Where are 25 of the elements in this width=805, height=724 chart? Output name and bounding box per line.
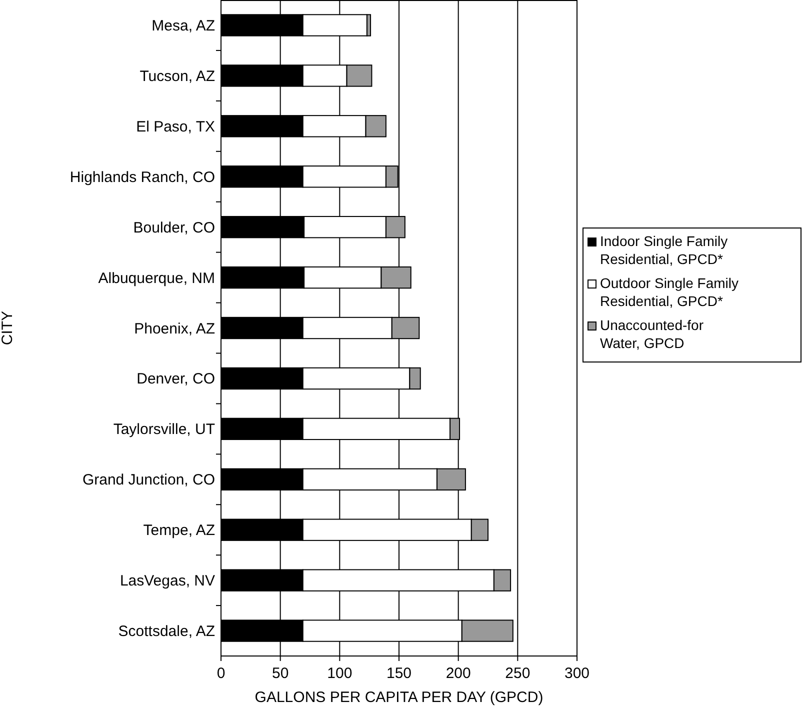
y-tick-label: Phoenix, AZ (134, 320, 215, 338)
y-tick-label: Denver, CO (136, 370, 215, 388)
y-tick-label: Albuquerque, NM (98, 270, 215, 287)
x-tick-label: 100 (327, 665, 352, 682)
y-tick-label: Mesa, AZ (152, 17, 215, 34)
y-tick-label: Scottsdale, AZ (118, 623, 215, 640)
y-tick-label: Boulder, CO (133, 219, 215, 236)
y-tick-label: El Paso, TX (136, 118, 215, 136)
x-tick-label: 250 (505, 665, 530, 682)
x-tick-label: 200 (446, 665, 471, 682)
y-tick-label: LasVegas, NV (120, 572, 215, 590)
legend-label: Unaccounted-for Water, GPCD (600, 317, 704, 351)
y-tick-label: Taylorsville, UT (113, 421, 215, 438)
x-axis-title: GALLONS PER CAPITA PER DAY (GPCD) (254, 689, 544, 706)
x-tick-label: 300 (564, 665, 590, 682)
y-axis-title: CITY (0, 310, 16, 346)
y-tick-label: Grand Junction, CO (82, 472, 215, 489)
legend-label: Indoor Single Family Residential, GPCD* (600, 233, 728, 267)
y-tick-label: Highlands Ranch, CO (70, 168, 215, 186)
y-tick-label: Tucson, AZ (140, 68, 215, 85)
x-tick-label: 0 (216, 665, 226, 682)
y-tick-label: Tempe, AZ (143, 522, 215, 540)
x-tick-label: 50 (272, 665, 289, 682)
legend-label: Outdoor Single Family Residential, GPCD* (600, 275, 739, 309)
x-tick-label: 150 (386, 665, 412, 682)
